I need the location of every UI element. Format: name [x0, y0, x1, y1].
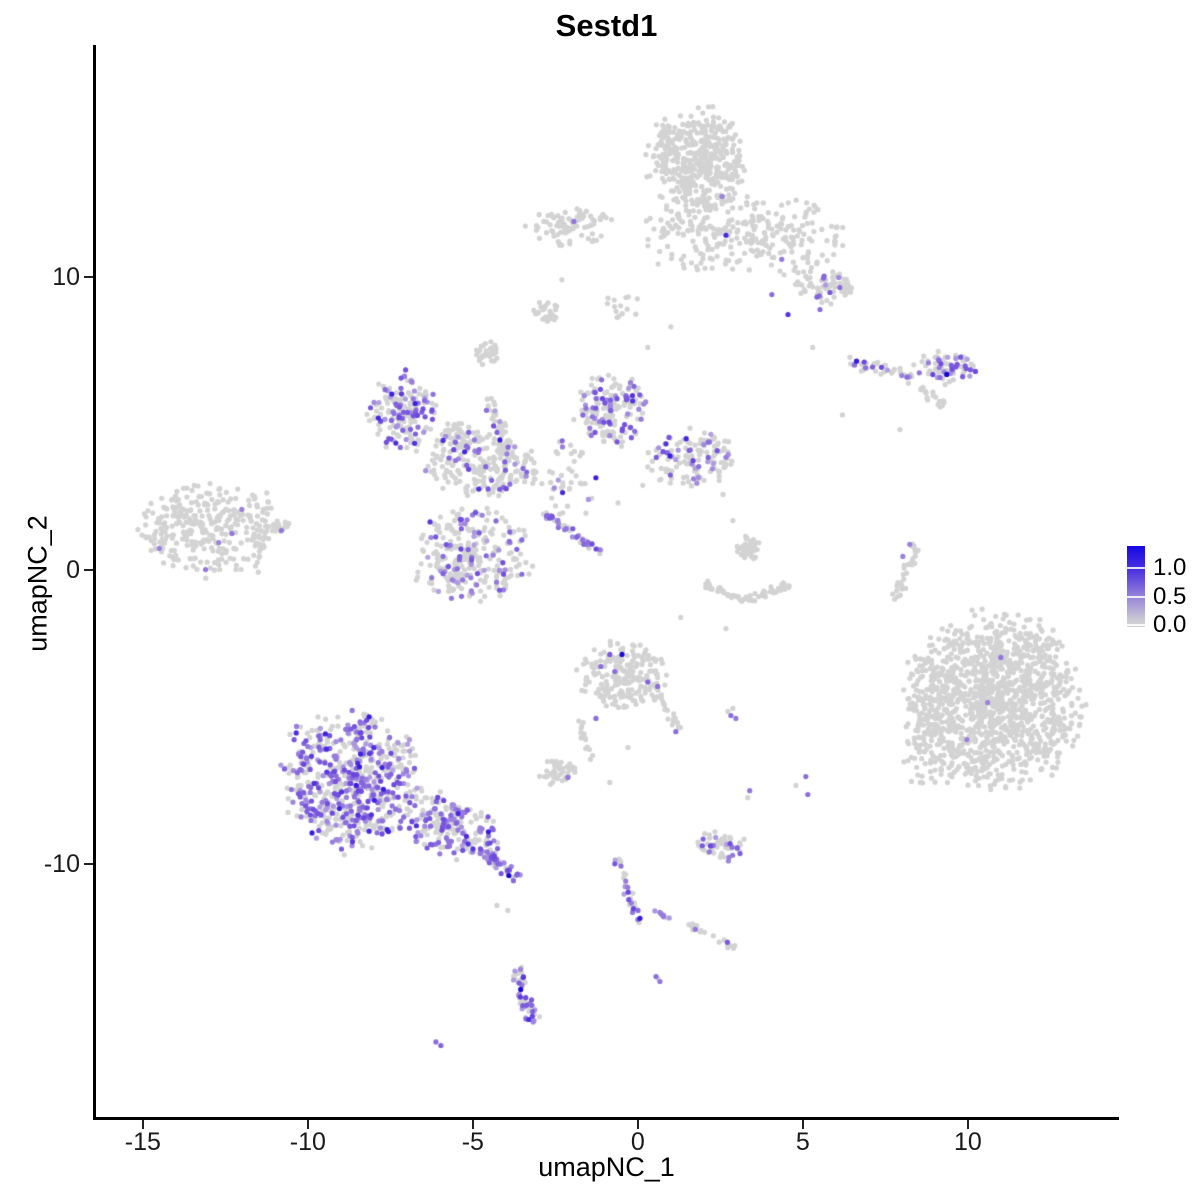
y-tick-mark [84, 863, 93, 866]
chart-title: Sestd1 [555, 8, 658, 43]
y-axis-title: umapNC_2 [22, 515, 53, 652]
x-tick-mark [966, 1120, 969, 1129]
x-tick-mark [636, 1120, 639, 1129]
x-tick-label: -5 [461, 1128, 484, 1156]
x-tick-label: 10 [953, 1128, 982, 1156]
colorbar-tick-mark [1127, 567, 1145, 569]
x-tick-label: -10 [289, 1128, 326, 1156]
colorbar-tick-mark [1127, 624, 1145, 626]
x-tick-label: -15 [124, 1128, 161, 1156]
x-tick-mark [471, 1120, 474, 1129]
x-axis-line [93, 1117, 1119, 1120]
x-tick-mark [801, 1120, 804, 1129]
y-tick-label: 10 [52, 262, 80, 291]
colorbar-gradient [1127, 546, 1145, 627]
colorbar-tick-mark [1127, 595, 1145, 598]
legend-tick-label: 1.0 [1153, 554, 1187, 581]
y-tick-mark [84, 275, 93, 278]
y-tick-mark [84, 569, 93, 572]
x-tick-mark [306, 1120, 309, 1129]
x-tick-label: 5 [795, 1128, 810, 1156]
colorbar-legend: 1.0 0.5 0.0 [1127, 546, 1200, 638]
x-tick-label: 0 [630, 1128, 645, 1156]
x-axis-title: umapNC_1 [538, 1152, 675, 1182]
y-tick-label: -10 [43, 850, 80, 879]
x-tick-mark [141, 1120, 144, 1129]
y-axis-line [93, 45, 96, 1120]
y-tick-label: 0 [66, 556, 80, 585]
legend-tick-label: 0.5 [1153, 582, 1187, 610]
legend-tick-label: 0.0 [1153, 611, 1187, 638]
